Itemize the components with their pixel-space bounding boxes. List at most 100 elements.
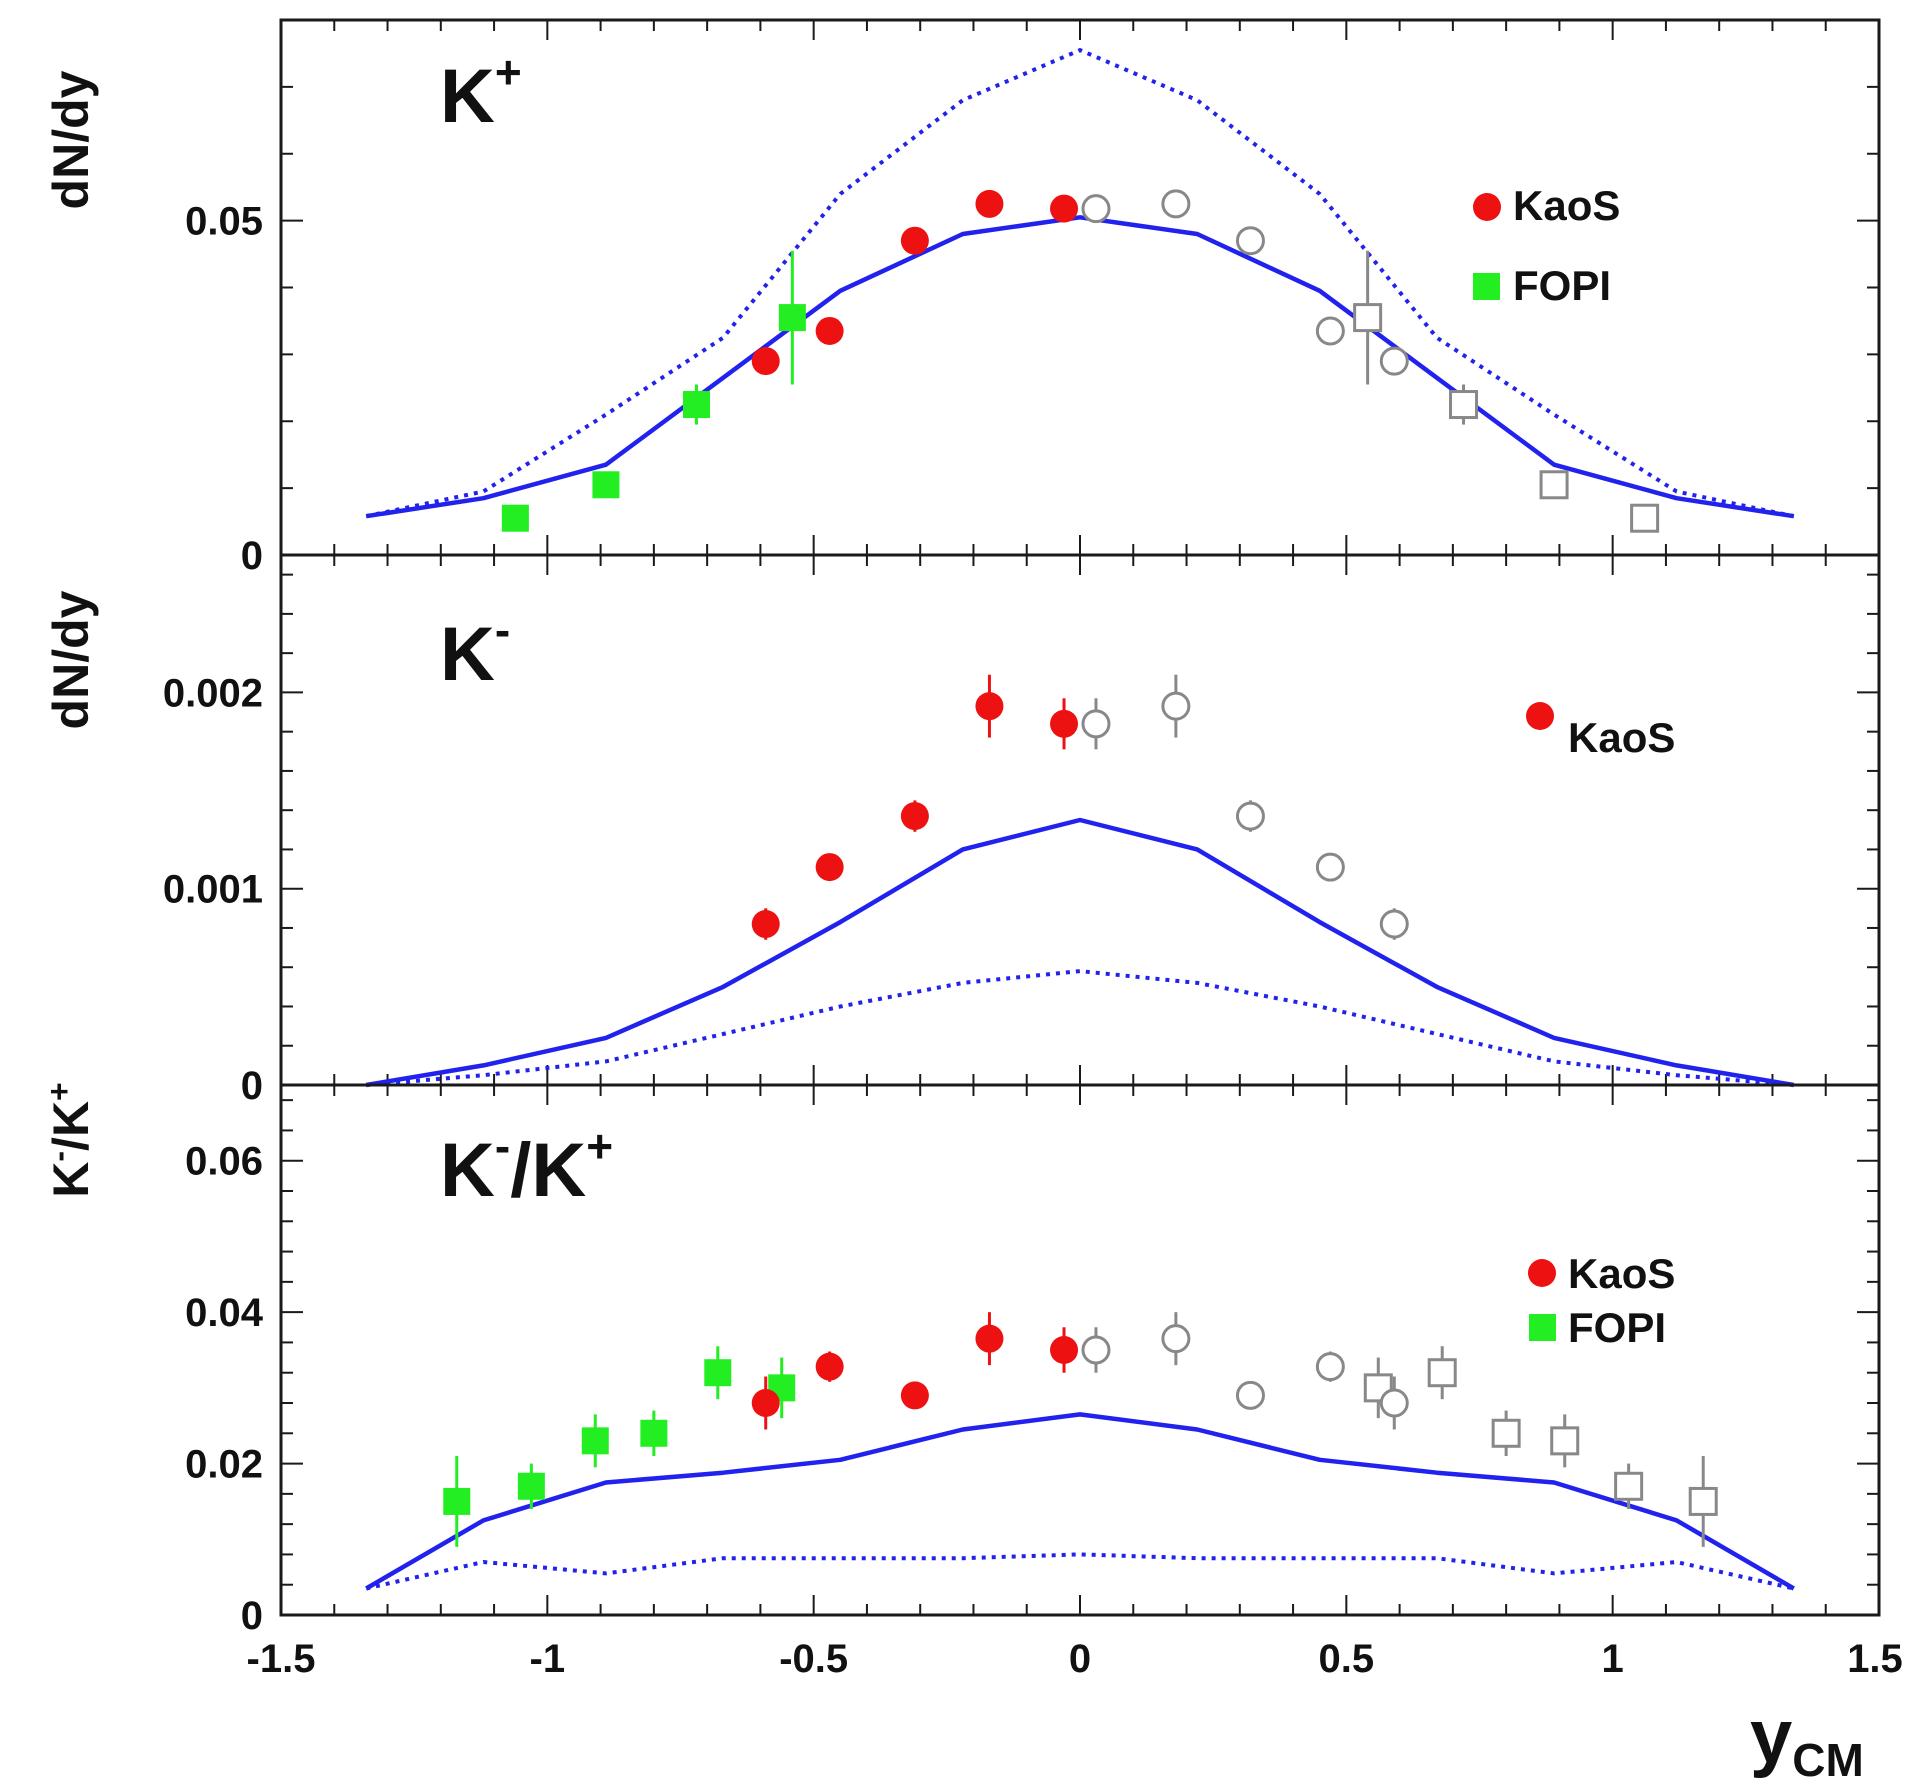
- legend-kaos-label: KaoS: [1568, 714, 1675, 761]
- x-axis-title-sub: CM: [1792, 1734, 1864, 1786]
- panel-ratio-ylabel-main: K: [43, 1162, 99, 1198]
- panel-ratio-models: [365, 1412, 1795, 1591]
- fopi-mirrored-point: [1614, 1471, 1644, 1501]
- y-tick-label: 0.05: [185, 200, 263, 244]
- model-curve-dotted: [365, 47, 1795, 519]
- kaos-point: [815, 853, 844, 882]
- kaos-mirrored-point: [1081, 709, 1111, 739]
- x-axis-title-main: y: [1750, 1694, 1792, 1779]
- kaos-point: [815, 1352, 844, 1381]
- panel-kplus-title-sup: +: [495, 46, 522, 98]
- kaos-point: [751, 910, 780, 939]
- kaos-point: [975, 692, 1004, 721]
- panel-kminus-title: K-: [440, 604, 510, 697]
- panel-ratio-ytick-labels: 0 0.02 0.04 0.06: [185, 1140, 264, 1638]
- model-curve-dotted: [366, 969, 1794, 1087]
- panel-kplus-ytick-labels: 00.05: [185, 200, 263, 578]
- panel-kminus-title-main: K: [440, 612, 495, 697]
- fopi-mirrored-point: [1427, 1358, 1457, 1388]
- legend-kaos-marker: [1528, 1259, 1556, 1287]
- kaos-point: [900, 1381, 929, 1410]
- x-tick-label: 1: [1602, 1637, 1624, 1681]
- panel-ratio-ylabel-sup2: +: [41, 1082, 77, 1101]
- panel-ratio-ylabel: K-/K+: [41, 1082, 99, 1197]
- panel-ratio-ylabel-sup: -: [41, 1151, 77, 1162]
- legend-fopi-marker: [1529, 1314, 1556, 1341]
- x-axis-tick-labels: -1.5 -1 -0.5 0 0.5 1 1.5: [247, 1637, 1903, 1681]
- y-tick-label: 0.04: [185, 1291, 264, 1335]
- kaos-mirrored-point: [1379, 346, 1409, 376]
- fopi-mirrored-point: [1449, 390, 1479, 420]
- y-tick-label: 0.06: [185, 1140, 263, 1184]
- x-tick-label: 0.5: [1319, 1637, 1375, 1681]
- legend-kaos-label: KaoS: [1568, 1250, 1675, 1297]
- fopi-point: [443, 1487, 471, 1515]
- panel-ratio-title: K-/K+: [440, 1120, 613, 1213]
- kaos-point: [1050, 194, 1079, 223]
- panel-kminus-ticks: [280, 555, 1880, 1086]
- y-tick-label: 0: [241, 1064, 263, 1108]
- fopi-mirrored-point: [1363, 1373, 1393, 1403]
- kaos-mirrored-point: [1161, 691, 1191, 721]
- kaos-mirrored-point: [1315, 316, 1345, 346]
- kaos-point: [751, 1389, 780, 1417]
- y-tick-label: 0.002: [163, 671, 263, 715]
- kaos-mirrored-point: [1161, 189, 1191, 219]
- model-curve-solid: [365, 1412, 1795, 1591]
- y-tick-label: 0: [241, 1594, 263, 1638]
- x-tick-label: 1.5: [1847, 1637, 1903, 1681]
- fopi-mirrored-point: [1688, 1486, 1718, 1516]
- kaos-point: [751, 347, 780, 376]
- x-tick-label: 0: [1069, 1637, 1091, 1681]
- panel-ratio: K-/K+ K-/K+ KaoS FOPI 00.020.040.06: [41, 1082, 1881, 1638]
- legend-fopi-marker: [1473, 273, 1500, 300]
- kaos-mirrored-point: [1379, 1388, 1409, 1418]
- panel-ratio-ylabel-mid: /K: [43, 1101, 99, 1151]
- panel-kminus: dN/dy K- KaoS 0 0.001 0.002: [43, 553, 1881, 1108]
- fopi-mirrored-point: [1630, 503, 1660, 533]
- y-tick-label: 0.001: [163, 868, 263, 912]
- kaos-mirrored-point: [1235, 1380, 1265, 1410]
- kaos-point: [815, 316, 844, 345]
- kaos-mirrored-point: [1235, 226, 1265, 256]
- legend-fopi-label: FOPI: [1568, 1304, 1666, 1351]
- kaos-point: [975, 189, 1004, 218]
- kaos-mirrored-point: [1379, 909, 1409, 939]
- kaos-point: [900, 226, 929, 255]
- kaos-mirrored-point: [1081, 194, 1111, 224]
- x-tick-label: -1: [530, 1637, 566, 1681]
- fopi-point: [682, 391, 710, 419]
- fopi-point: [517, 1472, 545, 1500]
- panel-kplus-ylabel: dN/dy: [43, 70, 99, 209]
- fopi-point: [778, 304, 806, 332]
- model-curve-dotted: [365, 1552, 1795, 1591]
- panel-kplus: dN/dy K+ KaoS FOPI 00.05: [43, 18, 1881, 578]
- legend-fopi-label: FOPI: [1513, 262, 1611, 309]
- panel-kminus-models: [365, 817, 1795, 1088]
- x-axis-title: yCM: [1750, 1694, 1864, 1786]
- panel-kplus-points: [501, 189, 1660, 533]
- fopi-point: [640, 1419, 668, 1447]
- fopi-point: [501, 504, 529, 532]
- legend-kaos-label: KaoS: [1513, 182, 1620, 229]
- model-curve-solid: [365, 817, 1795, 1088]
- panel-ratio-ticks: [280, 1085, 1880, 1616]
- panel-kminus-ylabel: dN/dy: [43, 590, 99, 729]
- panel-kplus-models: [365, 47, 1795, 519]
- fopi-mirrored-point: [1550, 1426, 1580, 1456]
- panel-kplus-legend: KaoS FOPI: [1473, 182, 1620, 309]
- kaos-point: [900, 802, 929, 831]
- panel-ratio-title-mid: /K: [510, 1128, 586, 1213]
- kaos-mirrored-point: [1315, 852, 1345, 882]
- kaos-point: [1050, 709, 1079, 738]
- kaos-point: [975, 1324, 1004, 1353]
- fopi-mirrored-point: [1539, 470, 1569, 500]
- panel-ratio-title-sup: -: [495, 1120, 510, 1172]
- kaos-mirrored-point: [1235, 801, 1265, 831]
- fopi-mirrored-point: [1491, 1418, 1521, 1448]
- y-tick-label: 0: [241, 534, 263, 578]
- panel-kplus-title-main: K: [440, 54, 495, 139]
- kaos-mirrored-point: [1081, 1335, 1111, 1365]
- panel-kminus-legend: KaoS: [1526, 702, 1675, 761]
- fopi-point: [581, 1427, 609, 1455]
